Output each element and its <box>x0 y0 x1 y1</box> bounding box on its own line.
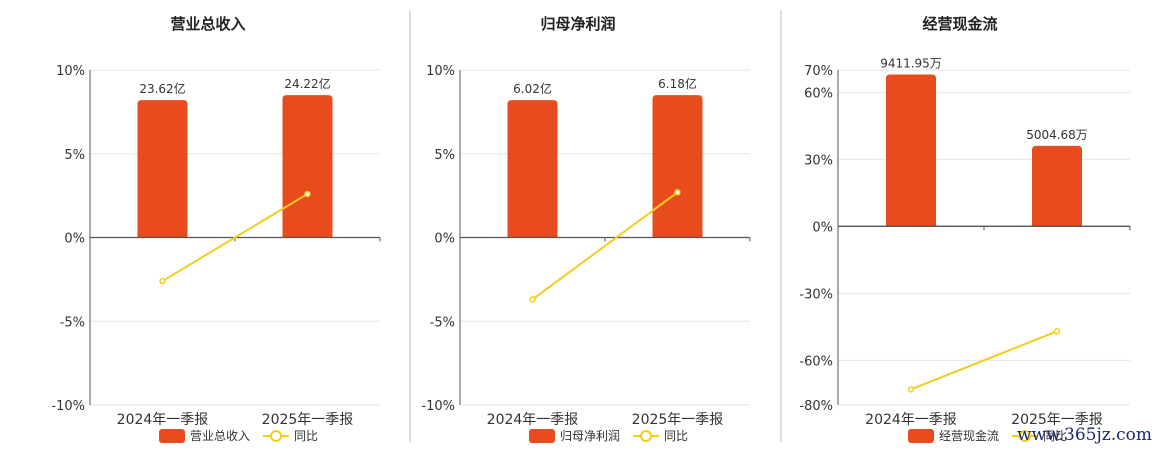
y-tick-label: -80% <box>799 399 833 414</box>
y-tick-label: 70% <box>804 64 833 79</box>
bar-data-label: 9411.95万 <box>880 56 942 70</box>
bar <box>282 95 333 238</box>
x-category-label: 2025年一季报 <box>262 412 354 428</box>
legend-bar-label: 经营现金流 <box>939 428 999 443</box>
bar <box>886 74 936 227</box>
legend-line-label: 同比 <box>294 429 318 443</box>
legend-line-marker <box>640 430 652 442</box>
y-tick-label: -10% <box>51 399 85 414</box>
legend-bar-label: 营业总收入 <box>190 429 250 443</box>
legend-line-marker <box>1019 430 1031 442</box>
x-category-label: 2025年一季报 <box>632 412 724 428</box>
panel-net-profit: 归母净利润 10% 5% 0% -5% -10% 6.02亿 6.18亿 2024年一季报 202… <box>421 15 751 443</box>
y-tick-label: -5% <box>430 315 455 330</box>
yoy-point <box>907 386 915 393</box>
bar-data-label: 6.18亿 <box>658 76 697 91</box>
panel-revenue: 营业总收入 10% 5% 0% -5% -10% 23.62亿 24.22亿 2024年一季报 2… <box>51 15 381 443</box>
bar-data-label: 23.62亿 <box>139 81 185 96</box>
bar <box>1032 145 1082 227</box>
legend-bar-swatch <box>908 429 934 443</box>
legend-bar-label: 归母净利润 <box>560 429 620 443</box>
x-category-label: 2025年一季报 <box>1011 412 1103 428</box>
bar <box>137 100 188 238</box>
bar <box>652 95 703 238</box>
yoy-point <box>674 189 681 196</box>
watermark: www.365jz.com <box>1017 425 1152 445</box>
bar-data-label: 5004.68万 <box>1026 128 1088 142</box>
y-tick-label: -30% <box>799 287 833 302</box>
y-tick-label: 60% <box>804 86 833 101</box>
yoy-line <box>910 330 1058 391</box>
legend-line-marker <box>270 430 282 442</box>
yoy-point <box>529 296 536 303</box>
y-tick-label: -60% <box>799 354 833 369</box>
yoy-point <box>304 190 311 198</box>
y-tick-label: 10% <box>426 64 455 79</box>
x-category-label: 2024年一季报 <box>487 412 579 428</box>
yoy-point <box>1053 328 1061 335</box>
y-tick-label: 30% <box>804 153 833 168</box>
legend-bar-swatch <box>159 429 185 443</box>
legend-line-label: 同比 <box>664 429 688 443</box>
y-tick-label: 10% <box>56 64 85 79</box>
panel-operating-cashflow: 经营现金流 70% 60% 30% 0% -30% -60% -80% 9411.95万 5004… <box>799 15 1131 443</box>
bar-data-label: 6.02亿 <box>513 81 552 96</box>
y-tick-label: -5% <box>60 315 85 330</box>
yoy-line <box>531 191 679 301</box>
x-category-label: 2024年一季报 <box>865 412 957 428</box>
chart-title: 经营现金流 <box>922 15 997 33</box>
chart-title: 营业总收入 <box>170 15 245 33</box>
y-tick-label: 5% <box>434 148 455 163</box>
legend-bar-swatch <box>529 429 555 443</box>
chart-title: 归母净利润 <box>540 15 615 33</box>
x-category-label: 2024年一季报 <box>117 412 209 428</box>
yoy-point <box>159 277 166 285</box>
bar-data-label: 24.22亿 <box>284 76 330 91</box>
y-tick-label: -10% <box>421 399 455 414</box>
legend-line-label: 同比 <box>1043 429 1067 443</box>
bar <box>507 100 558 238</box>
y-tick-label: 0% <box>812 220 833 235</box>
yoy-line <box>161 193 309 282</box>
y-tick-label: 0% <box>64 232 85 247</box>
y-tick-label: 5% <box>64 148 85 163</box>
y-tick-label: 0% <box>434 232 455 247</box>
